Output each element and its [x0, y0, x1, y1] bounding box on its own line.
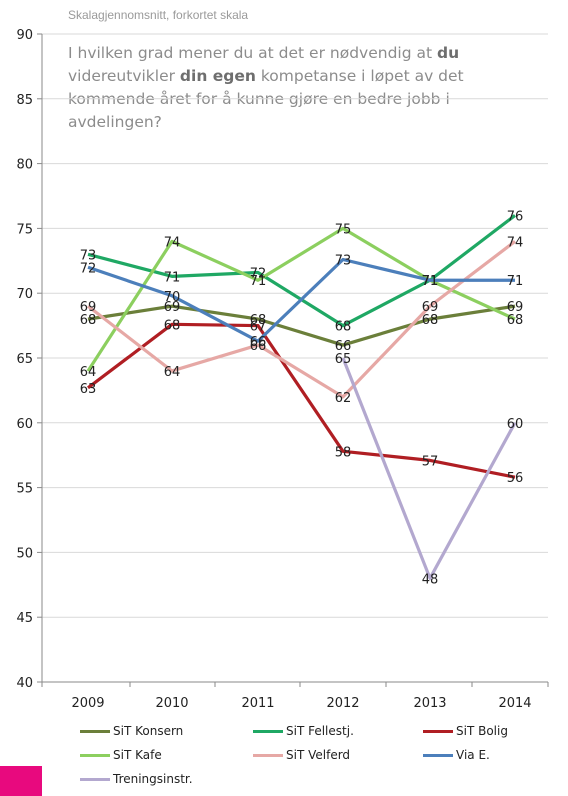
- x-tick-label: 2013: [413, 696, 446, 711]
- y-tick-label: 75: [16, 222, 33, 237]
- legend-item: SiT Velferd: [253, 746, 350, 764]
- x-tick-label: 2012: [326, 696, 359, 711]
- legend-label: SiT Fellestj.: [286, 724, 354, 738]
- data-label: 71: [250, 274, 267, 289]
- legend-item: Treningsinstr.: [80, 770, 193, 788]
- data-label: 64: [80, 365, 97, 380]
- legend-item: Via E.: [423, 746, 490, 764]
- data-label: 68: [164, 318, 181, 333]
- legend-swatch: [80, 777, 110, 781]
- data-label: 72: [80, 261, 97, 276]
- legend-item: SiT Fellestj.: [253, 722, 354, 740]
- data-label: 48: [422, 572, 439, 587]
- legend-item: SiT Konsern: [80, 722, 183, 740]
- legend-label: SiT Kafe: [113, 748, 162, 762]
- data-label: 64: [164, 365, 181, 380]
- question-part: I hvilken grad mener du at det er nødven…: [68, 44, 437, 62]
- data-label: 57: [422, 454, 439, 469]
- data-label: 58: [335, 445, 352, 460]
- data-label: 68: [250, 313, 267, 328]
- series-line-via-e-: [87, 257, 515, 343]
- legend-item: SiT Kafe: [80, 746, 162, 764]
- data-label: 60: [507, 417, 524, 432]
- legend-label: SiT Bolig: [456, 724, 508, 738]
- y-tick-label: 85: [16, 93, 33, 108]
- series-line-sit-kafe: [86, 226, 516, 372]
- y-tick-label: 50: [16, 546, 33, 561]
- data-label: 76: [507, 209, 524, 224]
- data-label: 71: [507, 274, 524, 289]
- data-label: 62: [335, 391, 352, 406]
- x-tick-label: 2009: [71, 696, 104, 711]
- x-tick-label: 2011: [241, 696, 274, 711]
- y-tick-label: 45: [16, 611, 33, 626]
- data-label: 69: [80, 300, 97, 315]
- data-label: 68: [80, 313, 97, 328]
- data-label: 73: [335, 254, 352, 269]
- data-label: 71: [164, 270, 181, 285]
- data-label: 75: [335, 222, 352, 237]
- data-label: 74: [164, 235, 181, 250]
- data-label: 67: [250, 320, 267, 335]
- y-tick-label: 80: [16, 158, 33, 173]
- legend-swatch: [80, 729, 110, 733]
- data-label: 68: [507, 313, 524, 328]
- legend-swatch: [80, 753, 110, 757]
- brand-corner-mark: [0, 766, 42, 796]
- data-label: 66: [250, 339, 267, 354]
- legend-swatch: [423, 753, 453, 757]
- chart-subtitle: Skalagjennomsnitt, forkortet skala: [68, 8, 249, 22]
- y-tick-label: 90: [16, 28, 33, 43]
- data-label: 66: [250, 335, 267, 350]
- data-label: 68: [422, 313, 439, 328]
- data-label: 72: [250, 266, 267, 281]
- data-label: 69: [422, 300, 439, 315]
- data-label: 69: [507, 300, 524, 315]
- legend-label: Treningsinstr.: [113, 772, 193, 786]
- series-line-sit-velferd: [87, 240, 516, 399]
- legend-label: SiT Velferd: [286, 748, 351, 762]
- y-tick-label: 70: [16, 287, 33, 302]
- data-label: 63: [80, 382, 97, 397]
- legend-label: SiT Konsern: [113, 724, 184, 738]
- legend-swatch: [253, 753, 283, 757]
- data-label: 71: [422, 274, 439, 289]
- x-tick-label: 2014: [498, 696, 531, 711]
- data-label: 74: [507, 235, 524, 250]
- data-label: 56: [507, 471, 524, 486]
- legend-label: Via E.: [456, 748, 490, 762]
- data-label: 65: [335, 352, 352, 367]
- question-part: din egen: [179, 67, 256, 85]
- data-label: 71: [422, 274, 439, 289]
- question-part: videreutvikler: [68, 67, 180, 85]
- x-tick-label: 2010: [155, 696, 188, 711]
- legend-swatch: [253, 729, 283, 733]
- data-label: 66: [335, 339, 352, 354]
- data-label: 71: [422, 274, 439, 289]
- y-tick-label: 40: [16, 676, 33, 691]
- y-tick-label: 65: [16, 352, 33, 367]
- data-label: 68: [335, 320, 352, 335]
- series-line-sit-konsern: [87, 304, 516, 347]
- y-tick-label: 55: [16, 482, 33, 497]
- legend-item: SiT Bolig: [423, 722, 508, 740]
- series-line-sit-bolig: [87, 322, 516, 479]
- y-tick-label: 60: [16, 417, 33, 432]
- data-label: 69: [164, 300, 181, 315]
- question-part: du: [437, 44, 460, 62]
- data-label: 73: [80, 248, 97, 263]
- legend-swatch: [423, 729, 453, 733]
- series-line-treningsinstr-: [341, 357, 517, 580]
- data-label: 70: [164, 290, 181, 305]
